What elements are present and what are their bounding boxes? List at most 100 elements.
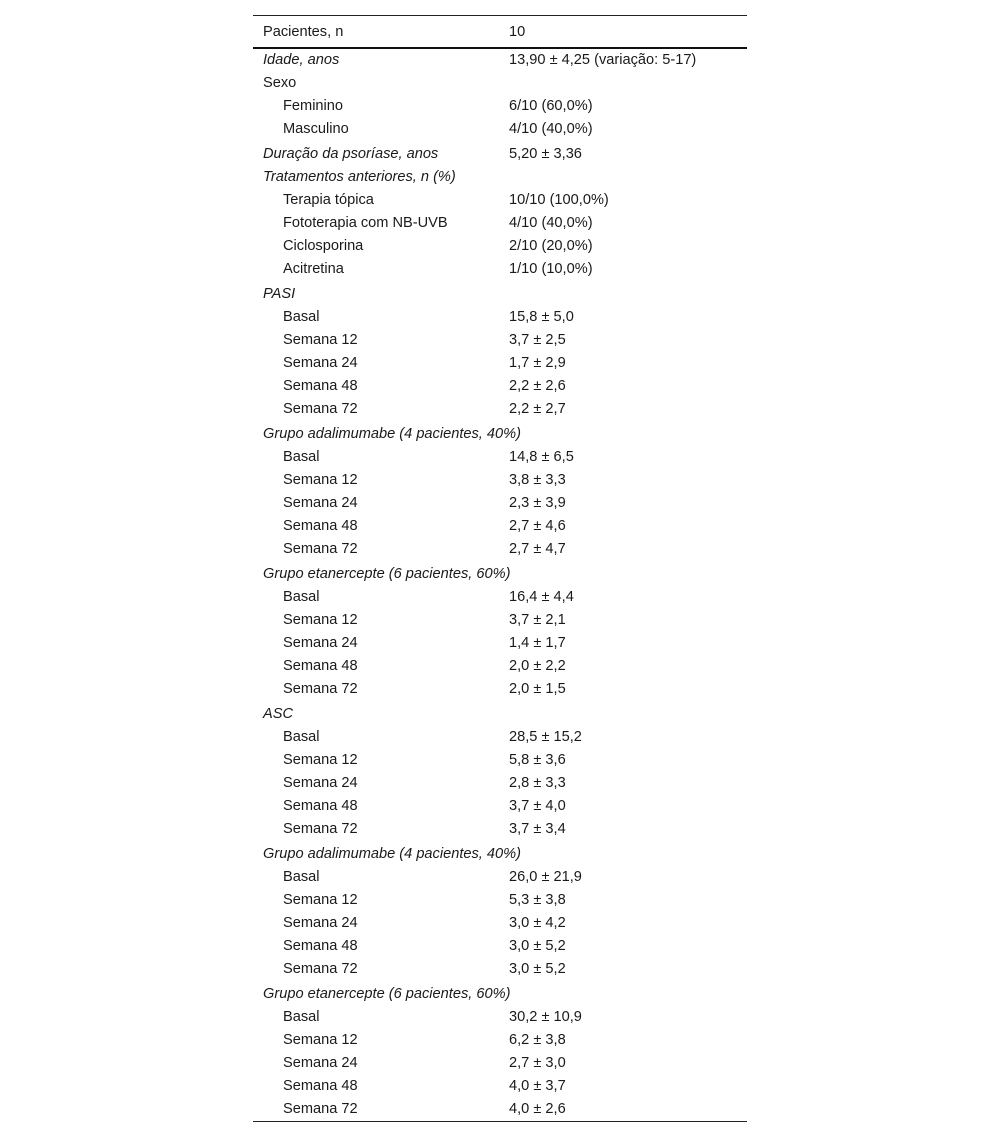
row-label: Duração da psoríase, anos <box>263 146 439 162</box>
row-value: 1,4 ± 1,7 <box>509 635 566 651</box>
table-row: Tratamentos anteriores, n (%) <box>253 166 747 189</box>
row-value: 2,0 ± 1,5 <box>509 681 566 697</box>
row-label: Grupo etanercepte (6 pacientes, 60%) <box>263 986 511 1002</box>
row-label: Semana 24 <box>283 1055 358 1071</box>
row-label: Semana 24 <box>283 635 358 651</box>
table-row: Basal 28,5 ± 15,2 <box>253 726 747 749</box>
row-label: Semana 48 <box>283 378 358 394</box>
row-label: Masculino <box>283 121 349 137</box>
table-row: Semana 24 2,8 ± 3,3 <box>253 772 747 795</box>
table-row: Idade, anos 13,90 ± 4,25 (variação: 5-17) <box>253 49 747 72</box>
row-value: 3,0 ± 5,2 <box>509 938 566 954</box>
row-value: 5,8 ± 3,6 <box>509 752 566 768</box>
row-label: Semana 72 <box>283 961 358 977</box>
table-row: Ciclosporina 2/10 (20,0%) <box>253 235 747 258</box>
row-value: 3,7 ± 2,5 <box>509 332 566 348</box>
row-value: 2,0 ± 2,2 <box>509 658 566 674</box>
table-row: Semana 48 3,0 ± 5,2 <box>253 935 747 958</box>
row-label: Semana 12 <box>283 472 358 488</box>
row-value: 1,7 ± 2,9 <box>509 355 566 371</box>
row-value: 2,8 ± 3,3 <box>509 775 566 791</box>
row-value: 3,7 ± 2,1 <box>509 612 566 628</box>
row-value: 30,2 ± 10,9 <box>509 1009 582 1025</box>
row-value: 5,3 ± 3,8 <box>509 892 566 908</box>
row-label: Semana 12 <box>283 752 358 768</box>
row-label: ASC <box>263 706 294 722</box>
row-value: 13,90 ± 4,25 (variação: 5-17) <box>509 52 697 68</box>
table-row: Semana 72 2,2 ± 2,7 <box>253 398 747 421</box>
table-row: Semana 48 2,0 ± 2,2 <box>253 655 747 678</box>
table-row: Semana 48 4,0 ± 3,7 <box>253 1075 747 1098</box>
row-label: Acitretina <box>283 261 344 277</box>
row-label: Semana 48 <box>283 798 358 814</box>
row-label: Semana 12 <box>283 892 358 908</box>
table-row: Semana 12 3,8 ± 3,3 <box>253 469 747 492</box>
row-label: Semana 72 <box>283 681 358 697</box>
row-label: Idade, anos <box>263 52 340 68</box>
table-row: Terapia tópica 10/10 (100,0%) <box>253 189 747 212</box>
row-value: 2,7 ± 4,6 <box>509 518 566 534</box>
header-label: Pacientes, n <box>263 24 344 40</box>
row-label: Semana 72 <box>283 1101 358 1117</box>
row-label: Semana 48 <box>283 658 358 674</box>
table-row: Semana 72 4,0 ± 2,6 <box>253 1098 747 1121</box>
row-label: Basal <box>283 869 320 885</box>
row-value: 2,2 ± 2,6 <box>509 378 566 394</box>
row-label: Semana 12 <box>283 332 358 348</box>
row-value: 4,0 ± 2,6 <box>509 1101 566 1117</box>
row-value: 5,20 ± 3,36 <box>509 146 582 162</box>
table-row: Semana 12 5,3 ± 3,8 <box>253 889 747 912</box>
table-row: Fototerapia com NB-UVB 4/10 (40,0%) <box>253 212 747 235</box>
row-label: Basal <box>283 589 320 605</box>
row-value: 28,5 ± 15,2 <box>509 729 582 745</box>
row-value: 16,4 ± 4,4 <box>509 589 574 605</box>
table-body: Idade, anos 13,90 ± 4,25 (variação: 5-17)… <box>253 49 747 1121</box>
row-label: Semana 12 <box>283 612 358 628</box>
table-row: Semana 12 3,7 ± 2,5 <box>253 329 747 352</box>
row-label: Semana 24 <box>283 915 358 931</box>
table-header-row: Pacientes, n 10 <box>253 16 747 49</box>
table-row: Feminino 6/10 (60,0%) <box>253 95 747 118</box>
table-row: Basal 15,8 ± 5,0 <box>253 306 747 329</box>
table-row: Semana 72 3,7 ± 3,4 <box>253 818 747 841</box>
data-table: Pacientes, n 10 Idade, anos 13,90 ± 4,25 … <box>253 15 747 1122</box>
row-value: 6,2 ± 3,8 <box>509 1032 566 1048</box>
table-row: Semana 72 2,7 ± 4,7 <box>253 538 747 561</box>
row-label: Semana 72 <box>283 541 358 557</box>
row-label: Terapia tópica <box>283 192 374 208</box>
row-value: 10/10 (100,0%) <box>509 192 609 208</box>
row-value: 3,8 ± 3,3 <box>509 472 566 488</box>
table-row: Semana 12 5,8 ± 3,6 <box>253 749 747 772</box>
table-row: Grupo etanercepte (6 pacientes, 60%) <box>253 981 747 1006</box>
row-label: Grupo etanercepte (6 pacientes, 60%) <box>263 566 511 582</box>
table-row: Grupo adalimumabe (4 pacientes, 40%) <box>253 841 747 866</box>
row-value: 6/10 (60,0%) <box>509 98 593 114</box>
table-row: Semana 24 2,7 ± 3,0 <box>253 1052 747 1075</box>
row-label: Grupo adalimumabe (4 pacientes, 40%) <box>263 846 521 862</box>
row-value: 3,7 ± 3,4 <box>509 821 566 837</box>
row-label: Semana 24 <box>283 355 358 371</box>
table-row: Semana 72 2,0 ± 1,5 <box>253 678 747 701</box>
table-row: Basal 14,8 ± 6,5 <box>253 446 747 469</box>
table-row: Semana 48 2,2 ± 2,6 <box>253 375 747 398</box>
table-row: Semana 24 1,7 ± 2,9 <box>253 352 747 375</box>
row-value: 2/10 (20,0%) <box>509 238 593 254</box>
header-value: 10 <box>509 24 526 40</box>
row-label: Basal <box>283 449 320 465</box>
table-row: Basal 16,4 ± 4,4 <box>253 586 747 609</box>
row-label: Basal <box>283 1009 320 1025</box>
row-value: 3,7 ± 4,0 <box>509 798 566 814</box>
row-value: 2,3 ± 3,9 <box>509 495 566 511</box>
row-label: Grupo adalimumabe (4 pacientes, 40%) <box>263 426 521 442</box>
row-value: 4,0 ± 3,7 <box>509 1078 566 1094</box>
row-label: Semana 24 <box>283 495 358 511</box>
table-row: Grupo adalimumabe (4 pacientes, 40%) <box>253 421 747 446</box>
table-row: ASC <box>253 701 747 726</box>
row-label: Basal <box>283 729 320 745</box>
table-row: Semana 48 3,7 ± 4,0 <box>253 795 747 818</box>
row-label: Ciclosporina <box>283 238 364 254</box>
table-row: Basal 30,2 ± 10,9 <box>253 1006 747 1029</box>
row-label: Semana 48 <box>283 518 358 534</box>
row-value: 2,2 ± 2,7 <box>509 401 566 417</box>
row-label: Semana 72 <box>283 401 358 417</box>
